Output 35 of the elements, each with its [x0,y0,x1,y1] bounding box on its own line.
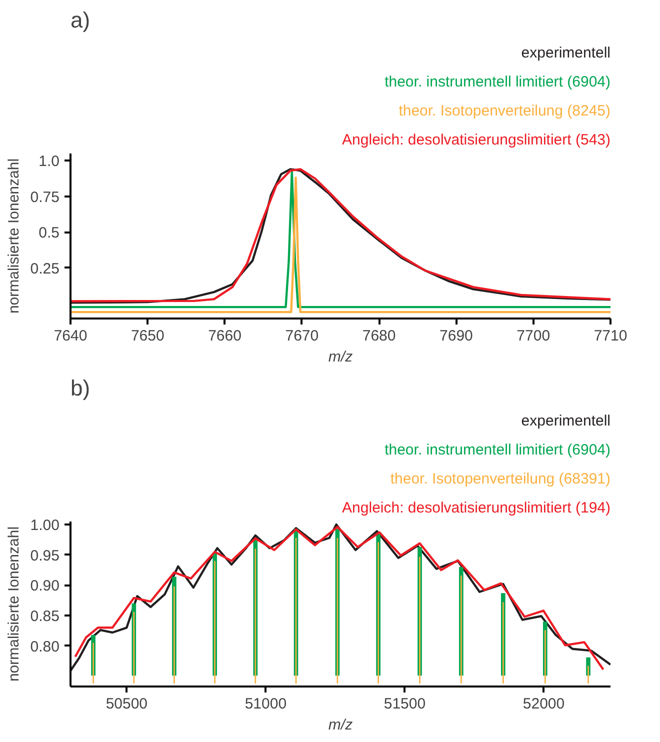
text: theor. instrumentell limitiert (6904) [384,74,611,90]
text: Angleich: desolvatisierungslimitiert (543) [342,132,611,148]
text: theor. Isotopenverteilung (68391) [390,470,611,488]
y-tick-label: 1.0 [38,153,60,170]
y-tick-label: 0.75 [30,188,60,206]
x-tick-label: 7690 [440,328,473,344]
x-tick-label: 7710 [594,328,628,344]
x-tick-label: 7660 [208,328,242,344]
y-tick-label: 0.25 [30,260,60,278]
text: theor. Isotopenverteilung (8245) [398,102,611,120]
y-tick-label: 0.90 [30,578,60,595]
x-tick-label: 50500 [106,696,148,712]
text: experimentell [521,44,611,62]
y-tick-label: 0.5 [38,224,60,242]
y-tick-label: 0.95 [30,547,60,564]
chart-title: b) [70,376,90,400]
x-tick-label: 7670 [285,328,319,344]
text: experimentell [521,412,611,430]
y-tick-label: 1.00 [30,517,60,534]
chart-title: a) [70,8,90,32]
x-tick-label: 7680 [362,328,396,344]
text: theor. instrumentell limitiert (6904) [384,442,611,458]
series-label: Angleich: desolvatisierungslimitiert (194) [342,500,611,516]
x-tick-label: 51000 [244,696,287,712]
x-tick-label: 51500 [384,696,426,712]
x-tick-label: 52000 [522,696,565,712]
x-tick-label: 7650 [130,328,164,344]
y-tick-label: 0.85 [30,608,60,626]
x-axis-title: m/z [328,716,354,734]
y-axis-title: normalisierte Ionenzahl [5,158,22,314]
x-axis-title: m/z [328,348,354,366]
x-tick-label: 7700 [516,328,550,344]
x-tick-label: 7640 [54,328,88,344]
y-axis-title: normalisierte Ionenzahl [5,526,22,682]
y-tick-label: 0.80 [30,638,60,656]
